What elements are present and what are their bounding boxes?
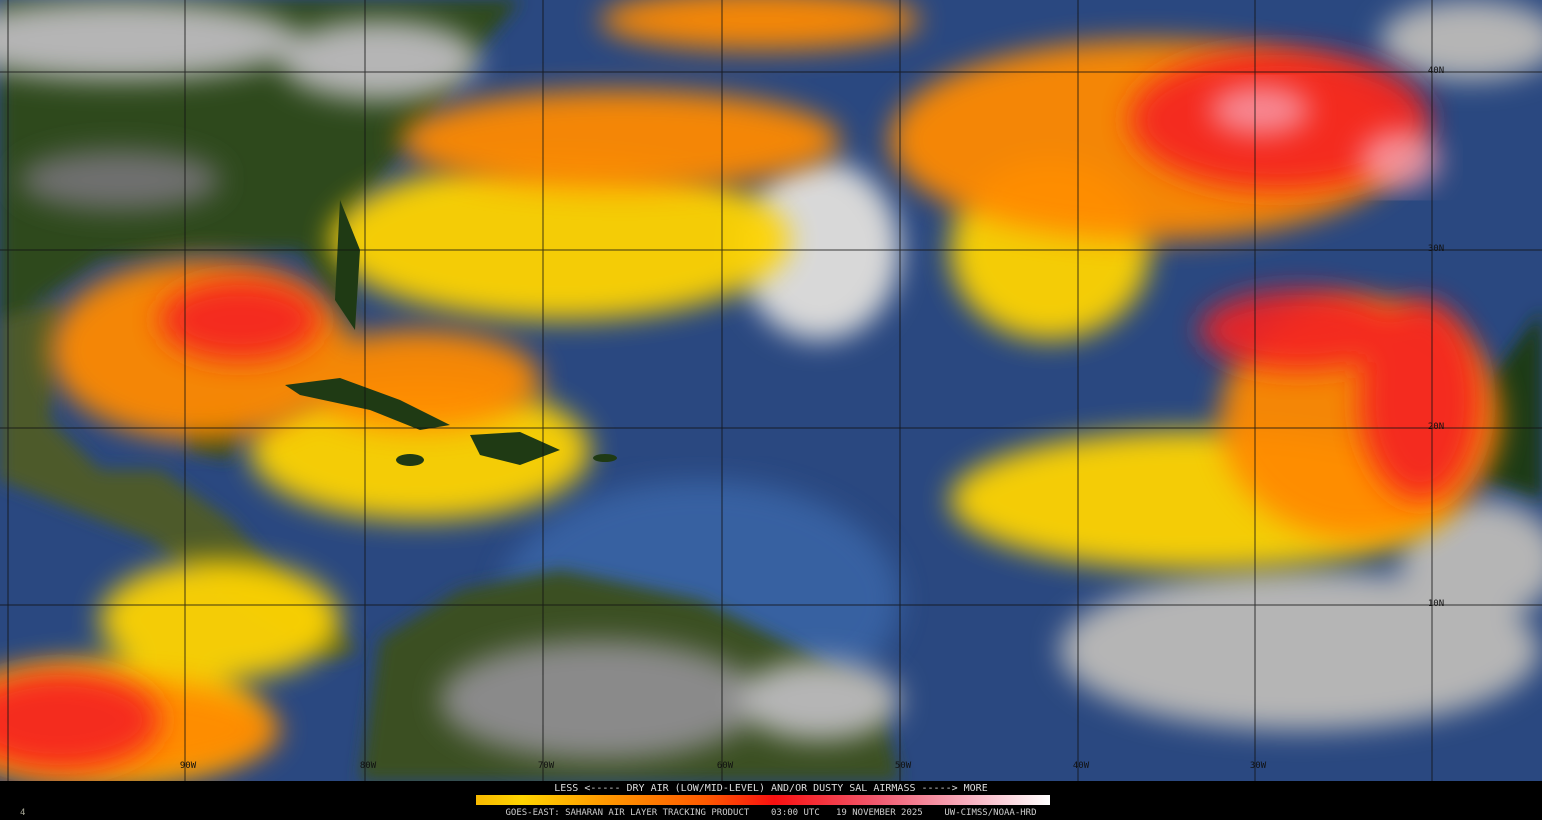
- lat-label-20n: 20N: [1427, 422, 1445, 432]
- land-islands: [285, 200, 617, 466]
- lat-label-40n: 40N: [1427, 66, 1445, 76]
- lon-label-60w: 60W: [716, 761, 734, 771]
- lon-label-80w: 80W: [359, 761, 377, 771]
- legend-title: LESS <----- DRY AIR (LOW/MID-LEVEL) AND/…: [554, 783, 988, 794]
- lat-label-30n: 30N: [1427, 244, 1445, 254]
- satellite-map[interactable]: 40N 30N 20N 10N 90W 80W 70W 60W 50W 40W …: [0, 0, 1542, 781]
- corner-mark: 4: [20, 808, 26, 818]
- satellite-imagery: [0, 0, 1542, 781]
- product-footer: GOES-EAST: SAHARAN AIR LAYER TRACKING PR…: [505, 808, 1037, 818]
- lon-label-30w: 30W: [1249, 761, 1267, 771]
- lon-label-40w: 40W: [1072, 761, 1090, 771]
- colorbar: [476, 795, 1050, 805]
- land-africa: [1480, 310, 1542, 500]
- cloud-areas: [0, 0, 1542, 760]
- dry-air-pink: [1210, 85, 1440, 190]
- lat-lon-grid: [0, 0, 1542, 781]
- lon-label-70w: 70W: [537, 761, 555, 771]
- lon-label-90w: 90W: [179, 761, 197, 771]
- lat-label-10n: 10N: [1427, 599, 1445, 609]
- lon-label-50w: 50W: [894, 761, 912, 771]
